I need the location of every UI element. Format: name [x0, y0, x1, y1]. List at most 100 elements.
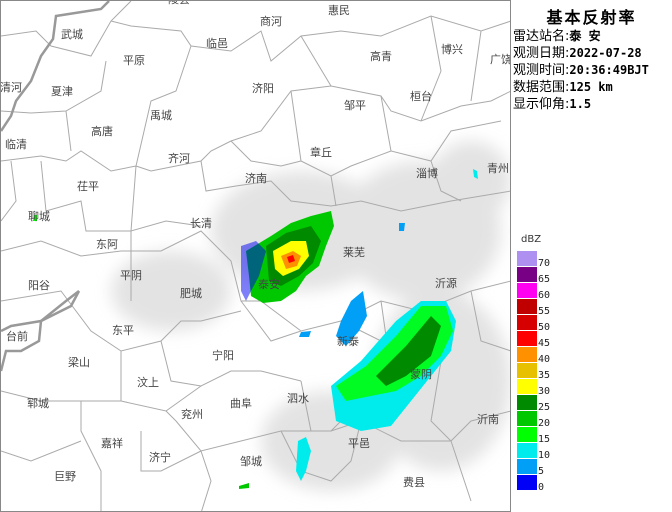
city-label: 广饶 — [490, 53, 510, 66]
legend-value: 50 — [538, 322, 551, 333]
legend-value: 30 — [538, 386, 551, 397]
info-label: 数据范围: — [513, 80, 570, 95]
city-label: 巨野 — [54, 470, 76, 483]
echo-small-1 — [239, 483, 249, 489]
city-label: 沂南 — [477, 413, 499, 426]
legend-item: 15 — [517, 427, 550, 445]
city-label: 宁阳 — [212, 349, 234, 362]
info-row-time: 观测时间:20:36:49BJT — [511, 62, 672, 79]
city-label: 东平 — [112, 324, 134, 337]
legend-value: 45 — [538, 338, 551, 349]
map-graphics — [1, 1, 510, 511]
legend-value: 20 — [538, 418, 551, 429]
legend-swatch — [517, 443, 537, 458]
echo-small-5 — [34, 215, 37, 221]
river — [1, 1, 110, 372]
legend-swatch — [517, 331, 537, 346]
info-label: 观测时间: — [513, 63, 570, 78]
city-label: 临邑 — [206, 37, 228, 50]
echo-taian-red — [287, 255, 295, 263]
city-label: 高青 — [370, 50, 392, 63]
legend-item: 20 — [517, 411, 550, 429]
legend-item: 25 — [517, 395, 550, 413]
legend-swatch — [517, 379, 537, 394]
city-label: 兖州 — [181, 408, 203, 421]
echo-small-2 — [299, 331, 311, 337]
info-row-range: 数据范围:125 km — [511, 79, 672, 96]
info-label: 观测日期: — [513, 46, 570, 61]
city-label: 章丘 — [310, 146, 332, 159]
legend-swatch — [517, 395, 537, 410]
legend-item: 55 — [517, 299, 550, 317]
legend-swatch — [517, 283, 537, 298]
legend-item: 60 — [517, 283, 550, 301]
city-label: 平原 — [123, 54, 145, 67]
legend-value: 10 — [538, 450, 551, 461]
city-label: 平阴 — [120, 269, 142, 282]
city-label: 陵县 — [168, 1, 190, 7]
city-label: 淄博 — [416, 167, 438, 180]
legend-value: 70 — [538, 258, 551, 269]
legend-value: 0 — [538, 482, 545, 493]
legend-swatch — [517, 267, 537, 282]
city-label: 临清 — [5, 138, 27, 151]
legend-value: 60 — [538, 290, 551, 301]
echo-small-3 — [473, 169, 478, 179]
legend-item: 30 — [517, 379, 550, 397]
city-label: 茌平 — [77, 180, 99, 193]
city-label: 商河 — [260, 15, 282, 28]
legend-item: 45 — [517, 331, 550, 349]
city-label: 郓城 — [27, 397, 49, 410]
city-label: 邹平 — [344, 99, 366, 112]
legend-item: 70 — [517, 251, 550, 269]
legend-item: 65 — [517, 267, 550, 285]
info-label: 显示仰角: — [513, 97, 570, 112]
city-label: 博兴 — [441, 43, 463, 56]
city-label: 嘉祥 — [101, 437, 123, 450]
city-label: 桓台 — [410, 90, 432, 103]
city-label: 汶上 — [137, 376, 159, 389]
city-label: 长清 — [190, 217, 212, 230]
info-row-date: 观测日期:2022-07-28 — [511, 45, 672, 62]
legend-swatch — [517, 475, 537, 490]
legend-item: 10 — [517, 443, 550, 461]
city-label: 莱芜 — [343, 246, 365, 259]
city-label: 曲阜 — [230, 397, 252, 410]
city-label: 武城 — [61, 28, 83, 41]
info-value: 2022-07-28 — [569, 46, 642, 60]
city-label: 泗水 — [287, 392, 309, 405]
echo-xintai — [336, 291, 367, 346]
info-value: 泰 安 — [569, 29, 601, 43]
city-label: 肥城 — [180, 287, 202, 300]
city-label: 清河 — [0, 81, 22, 94]
legend-item: 35 — [517, 363, 550, 381]
info-value: 1.5 — [569, 97, 592, 111]
city-label: 阳谷 — [28, 279, 50, 292]
city-label: 平邑 — [348, 437, 370, 450]
city-label: 东阿 — [96, 238, 118, 251]
radar-echoes — [34, 169, 478, 489]
legend-item: 5 — [517, 459, 545, 477]
product-title: 基本反射率 — [546, 8, 637, 27]
legend-item: 0 — [517, 475, 545, 493]
legend-swatch — [517, 315, 537, 330]
info-row-station: 雷达站名:泰 安 — [511, 28, 672, 45]
city-label: 济南 — [245, 172, 267, 185]
city-label: 泰安 — [258, 278, 280, 291]
echo-small-4 — [399, 223, 405, 231]
legend-swatch — [517, 459, 537, 474]
city-label: 高唐 — [91, 125, 113, 138]
legend-value: 5 — [538, 466, 545, 477]
echo-south — [296, 437, 311, 481]
legend-unit: dBZ — [521, 234, 542, 245]
city-label: 济宁 — [149, 451, 171, 464]
legend-value: 65 — [538, 274, 551, 285]
city-label: 惠民 — [328, 4, 350, 17]
city-label: 禹城 — [150, 109, 172, 122]
echo-taian-blue — [241, 241, 266, 301]
city-label: 青州 — [487, 162, 509, 175]
legend-swatch — [517, 363, 537, 378]
legend-value: 35 — [538, 370, 551, 381]
legend-item: 50 — [517, 315, 550, 333]
